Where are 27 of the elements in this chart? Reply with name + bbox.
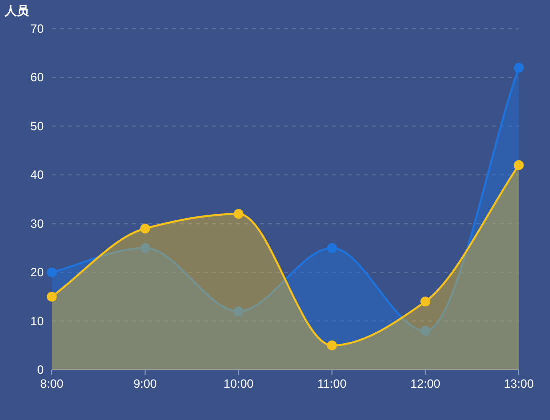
y-tick-label: 10 (30, 314, 44, 328)
y-tick-label: 60 (30, 70, 44, 85)
x-tick-label: 8:00 (40, 377, 64, 391)
x-tick-label: 10:00 (224, 377, 254, 391)
point (514, 160, 524, 170)
y-axis-title: 人员 (4, 4, 30, 18)
y-tick-label: 20 (30, 266, 44, 280)
y-tick-label: 70 (30, 22, 44, 36)
y-tick-label: 30 (30, 216, 44, 231)
y-tick-label: 0 (37, 363, 44, 377)
x-tick-label: 13:00 (504, 377, 534, 391)
x-tick-label: 12:00 (410, 377, 441, 391)
point (420, 326, 431, 336)
point (327, 243, 338, 254)
point (234, 209, 244, 220)
point (47, 268, 57, 278)
point (234, 306, 244, 317)
point (327, 340, 338, 351)
y-tick-label: 40 (30, 168, 44, 182)
point (47, 292, 57, 302)
x-tick-label: 9:00 (134, 377, 158, 391)
point (140, 243, 150, 254)
point (514, 62, 524, 73)
x-tick-label: 11:00 (318, 377, 348, 391)
y-tick-label: 50 (30, 119, 44, 134)
point (140, 224, 150, 234)
point (420, 296, 431, 307)
